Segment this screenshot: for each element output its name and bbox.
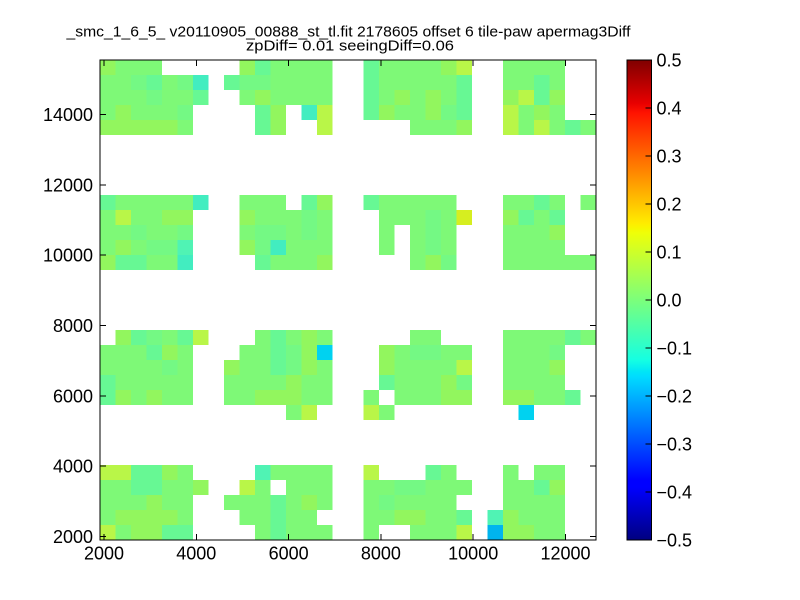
svg-text:zpDiff= 0.01 seeingDiff=0.06: zpDiff= 0.01 seeingDiff=0.06 [246,38,454,55]
svg-text:12000: 12000 [43,175,93,195]
svg-text:−0.3: −0.3 [657,435,693,455]
svg-text:8000: 8000 [53,316,93,336]
svg-text:8000: 8000 [361,544,401,564]
svg-text:_smc_1_6_5_ v20110905_00888_st: _smc_1_6_5_ v20110905_00888_st_tl.fit 21… [65,24,631,41]
svg-text:−0.1: −0.1 [657,339,693,359]
svg-text:−0.4: −0.4 [657,483,693,503]
svg-text:14000: 14000 [43,105,93,125]
svg-text:−0.5: −0.5 [657,531,693,551]
svg-text:12000: 12000 [540,544,590,564]
svg-text:−0.2: −0.2 [657,387,693,407]
svg-text:6000: 6000 [269,544,309,564]
svg-text:0.2: 0.2 [657,195,682,215]
svg-text:0.0: 0.0 [657,291,682,311]
svg-text:2000: 2000 [84,544,124,564]
svg-text:0.5: 0.5 [657,51,682,71]
svg-text:4000: 4000 [176,544,216,564]
svg-text:10000: 10000 [43,246,93,266]
svg-text:0.1: 0.1 [657,243,682,263]
svg-text:0.3: 0.3 [657,147,682,167]
svg-text:2000: 2000 [53,527,93,547]
svg-text:10000: 10000 [448,544,498,564]
svg-text:4000: 4000 [53,457,93,477]
svg-text:0.4: 0.4 [657,99,682,119]
svg-text:6000: 6000 [53,386,93,406]
